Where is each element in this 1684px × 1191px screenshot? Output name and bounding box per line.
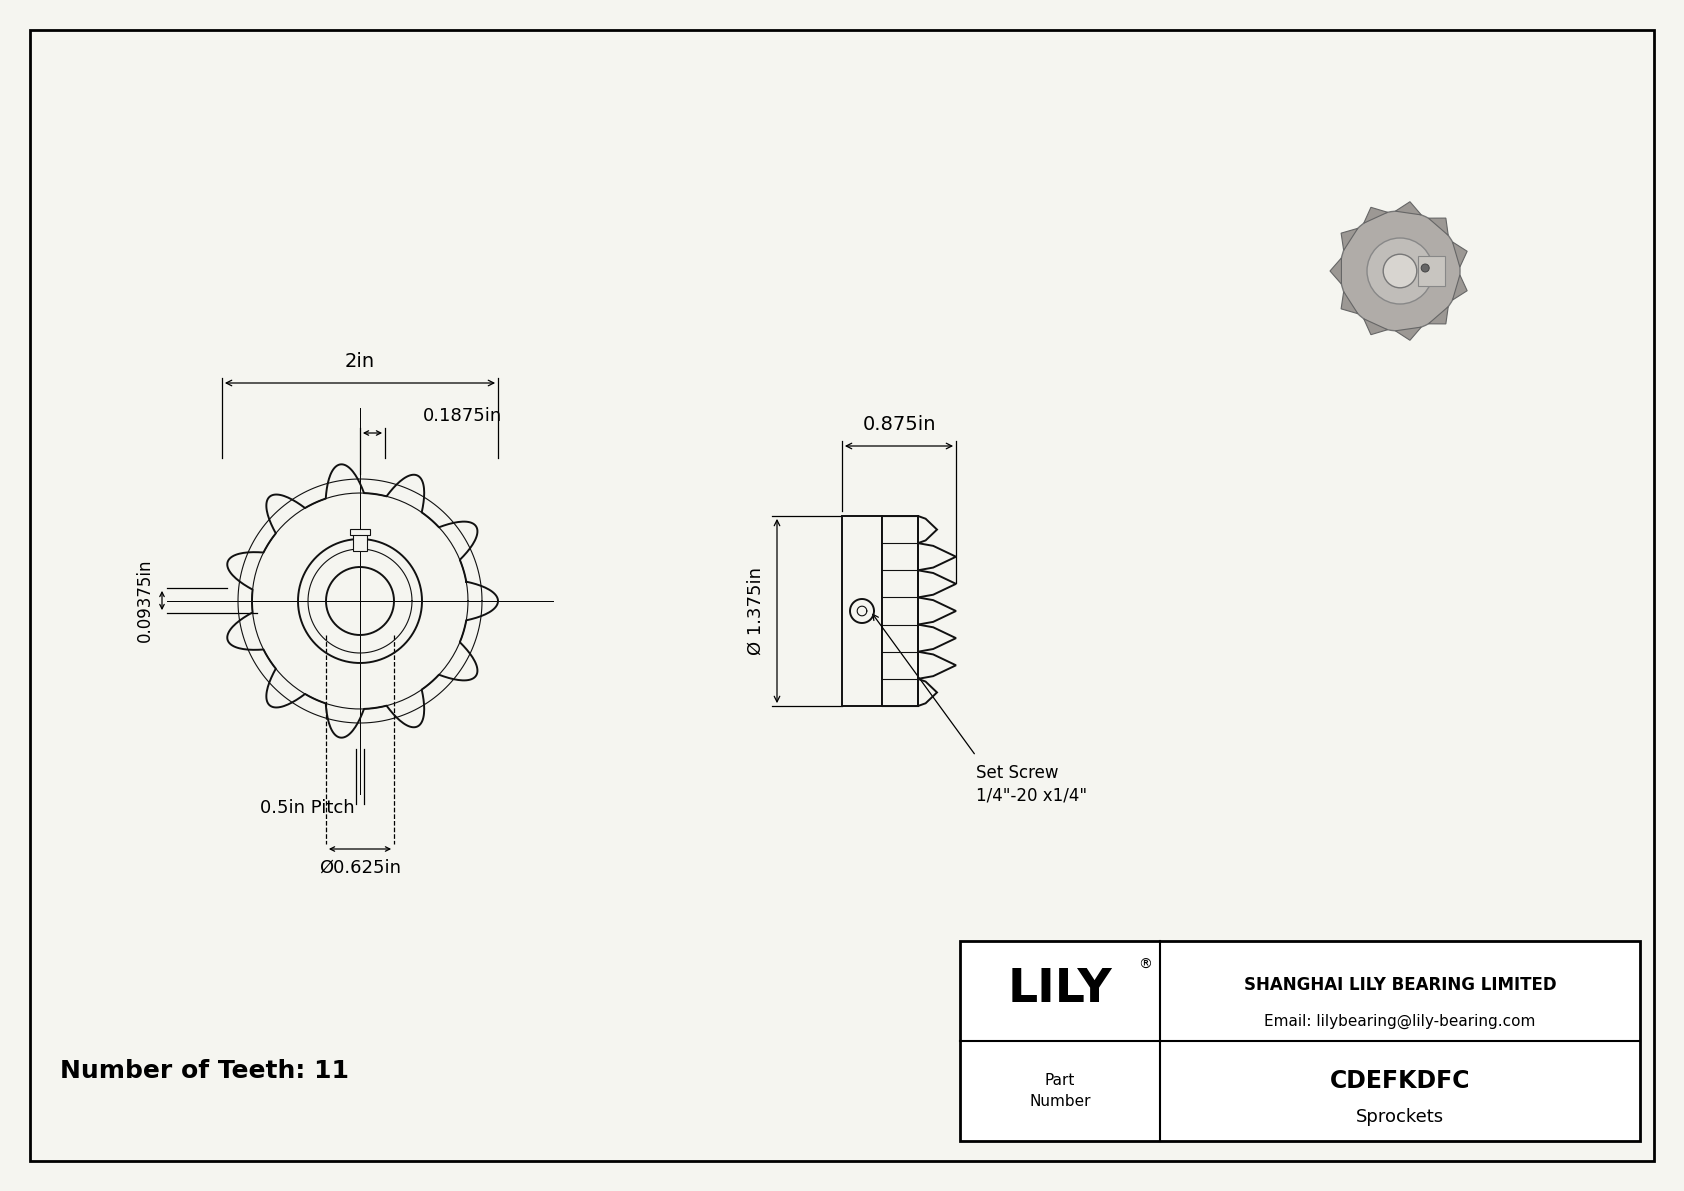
Text: ®: ® [1138, 958, 1152, 972]
Circle shape [1383, 254, 1416, 288]
Text: SHANGHAI LILY BEARING LIMITED: SHANGHAI LILY BEARING LIMITED [1244, 975, 1556, 994]
Polygon shape [1453, 242, 1467, 267]
Text: Email: lilybearing@lily-bearing.com: Email: lilybearing@lily-bearing.com [1265, 1014, 1536, 1029]
Bar [350, 529, 370, 535]
Circle shape [1340, 211, 1460, 331]
Polygon shape [1340, 292, 1357, 313]
Polygon shape [1453, 275, 1467, 300]
Circle shape [1367, 238, 1433, 304]
Text: Number of Teeth: 11: Number of Teeth: 11 [61, 1059, 349, 1083]
Text: 0.1875in: 0.1875in [423, 407, 502, 425]
Text: Part
Number: Part Number [1029, 1073, 1091, 1109]
Bar [960, 941, 1640, 1141]
Text: 1/4"-20 x1/4": 1/4"-20 x1/4" [977, 786, 1088, 804]
Bar [1418, 256, 1445, 286]
Text: LILY: LILY [1007, 967, 1113, 1011]
Polygon shape [1428, 306, 1448, 324]
Polygon shape [1364, 319, 1388, 335]
Text: 0.09375in: 0.09375in [136, 559, 153, 642]
Text: 2in: 2in [345, 353, 376, 372]
Polygon shape [1396, 328, 1421, 341]
Bar [882, 516, 918, 706]
Text: Ø0.625in: Ø0.625in [318, 859, 401, 877]
Bar [842, 516, 882, 706]
Polygon shape [1396, 201, 1421, 214]
Polygon shape [1340, 229, 1357, 250]
Bar [354, 531, 367, 551]
Polygon shape [1428, 218, 1448, 236]
Text: 0.5in Pitch: 0.5in Pitch [259, 799, 355, 817]
Text: Set Screw: Set Screw [977, 763, 1059, 782]
Circle shape [1421, 264, 1430, 272]
Text: 0.875in: 0.875in [862, 414, 936, 434]
Polygon shape [1330, 258, 1342, 285]
Text: Sprockets: Sprockets [1356, 1108, 1445, 1125]
Text: CDEFKDFC: CDEFKDFC [1330, 1070, 1470, 1093]
Polygon shape [1364, 207, 1388, 223]
Text: Ø 1.375in: Ø 1.375in [748, 567, 765, 655]
